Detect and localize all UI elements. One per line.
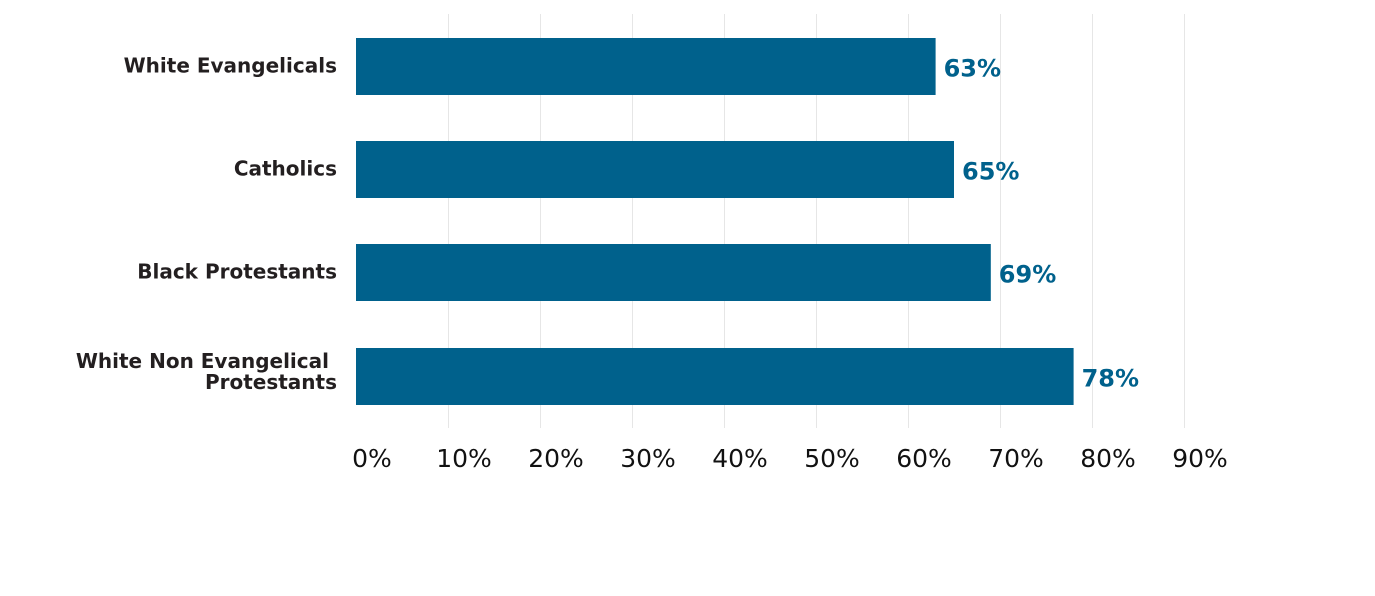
x-tick-label-8: 80%: [1080, 444, 1136, 473]
value-label-0: 63%: [944, 55, 1001, 83]
x-tick-label-4: 40%: [712, 444, 768, 473]
x-tick-label-3: 30%: [620, 444, 676, 473]
category-label-0: White Evangelicals: [124, 54, 337, 78]
x-tick-label-1: 10%: [436, 444, 492, 473]
bars: [356, 38, 1074, 405]
bar-3: [356, 348, 1074, 405]
category-label-0-line-0: White Evangelicals: [124, 54, 337, 78]
category-label-2: Black Protestants: [137, 260, 337, 284]
value-labels: 63% 65% 69% 78%: [944, 55, 1139, 393]
bar-2: [356, 244, 991, 301]
category-label-3: White Non Evangelical Protestants: [76, 349, 337, 394]
x-tick-label-2: 20%: [528, 444, 584, 473]
value-label-1: 65%: [962, 158, 1019, 186]
x-tick-label-5: 50%: [804, 444, 860, 473]
category-labels: White Evangelicals Catholics Black Protest…: [76, 54, 337, 395]
category-label-3-line-0: White Non Evangelical: [76, 349, 329, 373]
bar-0: [356, 38, 936, 95]
value-label-3: 78%: [1082, 365, 1139, 393]
x-tick-label-6: 60%: [896, 444, 952, 473]
category-label-2-line-0: Black Protestants: [137, 260, 337, 284]
x-tick-label-0: 0%: [352, 444, 392, 473]
x-tick-label-9: 90%: [1172, 444, 1228, 473]
x-tick-label-7: 70%: [988, 444, 1044, 473]
category-label-1: Catholics: [234, 157, 337, 181]
x-axis-tick-labels: 0% 10% 20% 30% 40% 50% 60% 70% 80% 90%: [352, 444, 1228, 473]
value-label-2: 69%: [999, 261, 1056, 289]
category-label-1-line-0: Catholics: [234, 157, 337, 181]
bar-1: [356, 141, 954, 198]
category-label-3-line-1: Protestants: [205, 370, 337, 394]
